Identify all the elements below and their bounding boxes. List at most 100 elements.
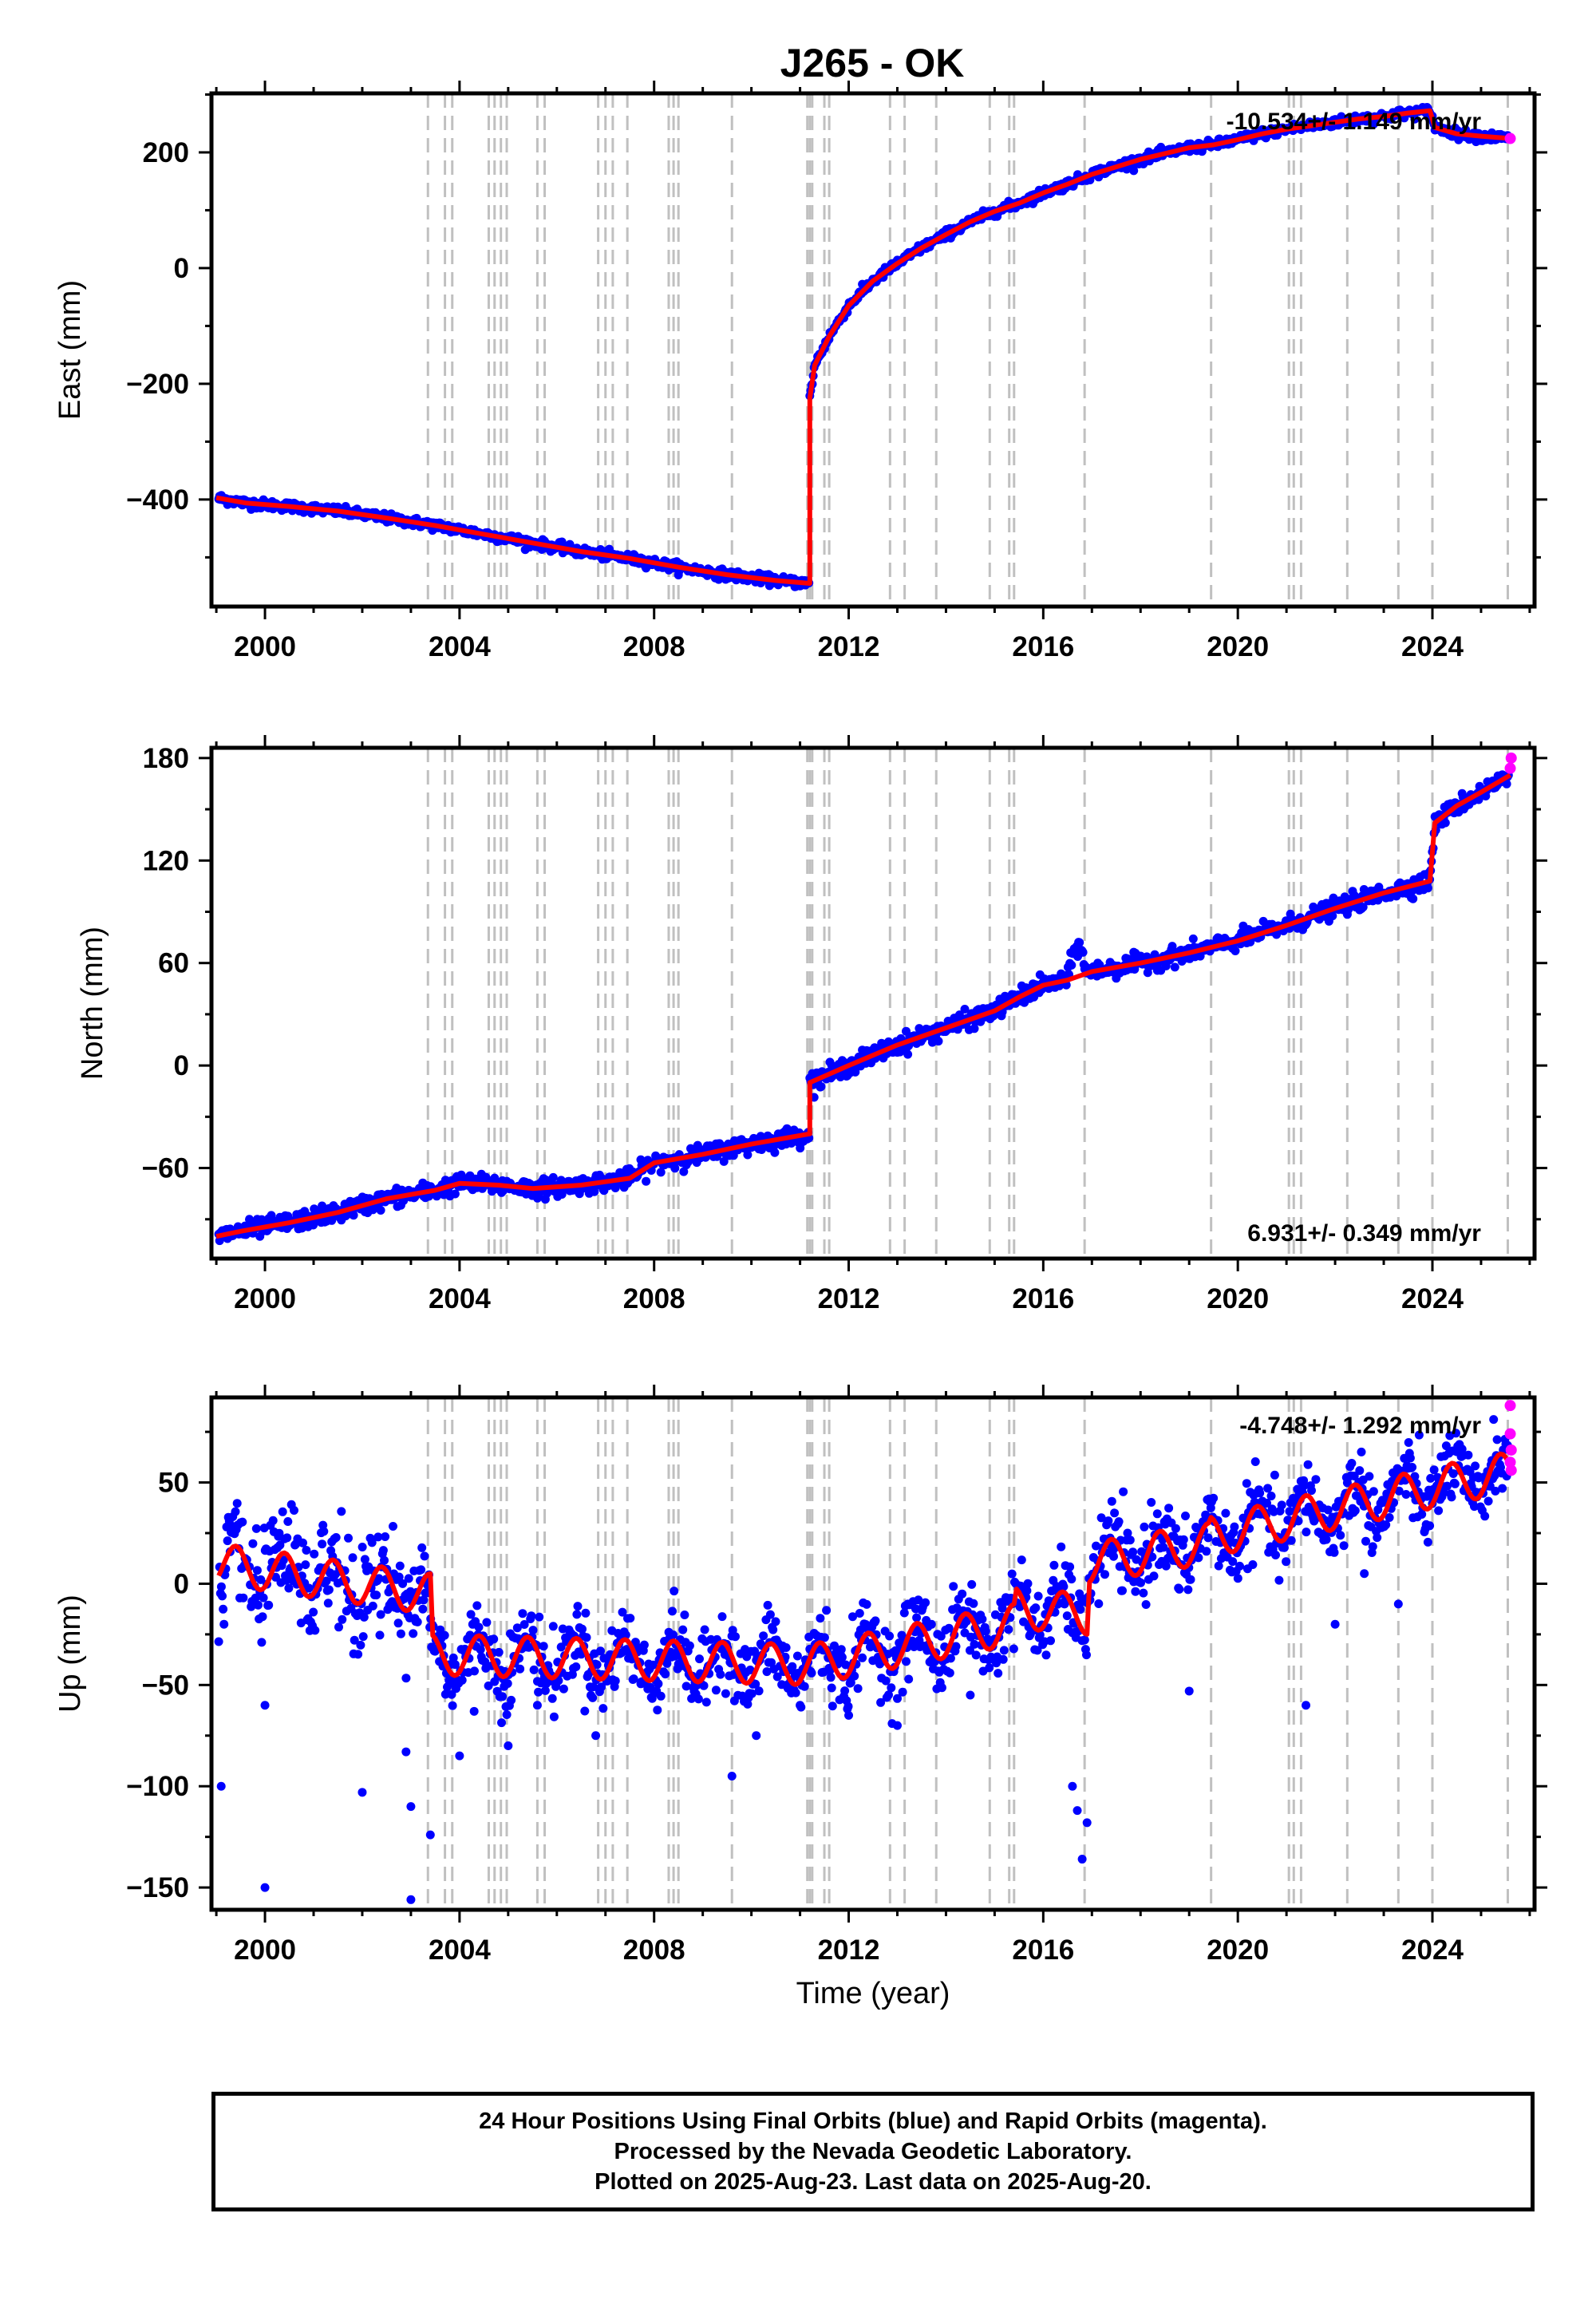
up-final-point-344 — [516, 1664, 525, 1674]
up-final-point-766 — [885, 1631, 895, 1641]
up-final-point-785 — [902, 1657, 911, 1666]
up-final-point-100 — [302, 1546, 311, 1555]
up-final-point-575 — [717, 1612, 727, 1622]
up-final-point-712 — [837, 1653, 847, 1662]
up-final-point-217 — [404, 1574, 413, 1583]
up-final-point-908 — [1009, 1644, 1018, 1654]
up-final-point-420 — [582, 1633, 591, 1642]
up-outlier-point-20 — [1073, 1806, 1082, 1816]
east-rapid-point-0 — [1504, 132, 1516, 144]
up-final-point-1128 — [1202, 1547, 1211, 1556]
up-final-point-1381 — [1423, 1537, 1432, 1547]
east-axes-frame — [209, 91, 1537, 609]
up-final-point-1314 — [1365, 1472, 1374, 1481]
up-final-point-27 — [238, 1517, 247, 1527]
north-final-point-1113 — [1188, 934, 1198, 943]
up-final-point-505 — [656, 1691, 666, 1701]
up-final-point-78 — [282, 1533, 292, 1543]
up-final-point-45 — [254, 1600, 263, 1610]
up-final-point-28 — [239, 1593, 248, 1603]
up-final-point-371 — [539, 1642, 548, 1651]
up-final-point-1166 — [1235, 1561, 1244, 1571]
up-final-point-99 — [301, 1560, 310, 1570]
up-final-point-21 — [232, 1499, 242, 1508]
up-final-point-208 — [396, 1629, 405, 1638]
up-final-point-1160 — [1230, 1522, 1239, 1531]
up-final-point-502 — [654, 1679, 663, 1689]
up-final-point-1110 — [1186, 1575, 1195, 1584]
east-panel: 2000 2004 2008 2012 2016 2020 2024 −400−200020… — [53, 81, 1547, 662]
east-x-tick-label-2004: 2004 — [429, 631, 491, 662]
up-final-point-984 — [1076, 1605, 1085, 1614]
up-final-point-188 — [378, 1546, 388, 1555]
up-final-point-0 — [214, 1637, 223, 1646]
up-final-point-1285 — [1339, 1541, 1349, 1551]
up-final-point-330 — [503, 1679, 512, 1688]
up-rapid-point-0 — [1504, 1400, 1516, 1412]
north-final-point-185 — [376, 1206, 385, 1215]
up-final-point-1460 — [1492, 1435, 1502, 1445]
up-final-point-258 — [440, 1630, 449, 1640]
north-final-point-488 — [642, 1176, 651, 1186]
up-final-point-1053 — [1136, 1578, 1145, 1587]
north-x-tick-label-2024: 2024 — [1401, 1283, 1464, 1314]
up-final-point-453 — [610, 1676, 620, 1686]
north-y-tick-label-3: 120 — [143, 845, 189, 876]
up-final-point-50 — [258, 1612, 267, 1622]
up-final-point-936 — [1033, 1591, 1043, 1601]
up-final-point-510 — [661, 1670, 670, 1679]
up-outlier-point-26 — [1360, 1569, 1369, 1579]
up-final-point-1150 — [1221, 1508, 1231, 1518]
up-final-point-324 — [498, 1692, 508, 1701]
up-final-point-1189 — [1255, 1488, 1265, 1498]
up-outlier-point-13 — [727, 1772, 737, 1781]
north-model-polyline — [215, 773, 1512, 1239]
up-final-point-1202 — [1266, 1492, 1276, 1500]
up-final-point-876 — [981, 1626, 990, 1636]
up-final-point-1356 — [1401, 1490, 1411, 1499]
up-final-point-950 — [1046, 1636, 1055, 1646]
up-final-point-687 — [816, 1614, 825, 1623]
up-final-point-80 — [284, 1583, 294, 1593]
up-final-point-890 — [994, 1669, 1003, 1678]
up-final-point-1361 — [1405, 1453, 1415, 1463]
up-rate-label: -4.748+/- 1.292 mm/yr — [1239, 1413, 1481, 1439]
up-final-point-719 — [843, 1701, 853, 1711]
up-final-point-109 — [310, 1549, 319, 1559]
up-final-point-176 — [368, 1601, 377, 1611]
up-x-tick-label-2004: 2004 — [429, 1935, 491, 1966]
up-final-point-6 — [219, 1619, 229, 1629]
up-final-point-872 — [978, 1614, 987, 1624]
up-final-point-120 — [319, 1527, 329, 1536]
north-final-point-521 — [670, 1164, 680, 1173]
up-final-point-902 — [1004, 1625, 1013, 1634]
up-x-tick-label-2016: 2016 — [1012, 1935, 1074, 1966]
up-rapid-point-1 — [1504, 1428, 1516, 1440]
up-x-tick-label-2020: 2020 — [1207, 1935, 1269, 1966]
up-final-point-661 — [792, 1651, 802, 1661]
up-axes-rect — [209, 1395, 1537, 1912]
east-x-tick-label-2024: 2024 — [1401, 631, 1464, 662]
up-final-point-1184 — [1250, 1457, 1260, 1466]
up-final-point-954 — [1049, 1560, 1059, 1570]
up-final-point-750 — [871, 1616, 880, 1626]
up-final-point-1466 — [1498, 1484, 1507, 1493]
up-final-point-1056 — [1139, 1588, 1148, 1598]
up-final-point-233 — [418, 1604, 428, 1614]
north-x-tick-label-2000: 2000 — [234, 1283, 296, 1314]
east-x-ticks: 2000 2004 2008 2012 2016 2020 2024 — [215, 81, 1531, 662]
up-final-point-39 — [248, 1539, 258, 1548]
up-final-point-648 — [781, 1643, 791, 1652]
up-final-point-1318 — [1368, 1542, 1377, 1551]
up-final-point-590 — [731, 1632, 740, 1642]
up-final-point-366 — [535, 1612, 544, 1622]
up-final-point-945 — [1041, 1650, 1051, 1660]
east-rate-label: -10.534+/- 1.149 mm/yr — [1227, 109, 1482, 135]
up-final-point-1057 — [1140, 1522, 1149, 1531]
up-final-point-125 — [323, 1599, 333, 1608]
up-final-point-538 — [685, 1641, 694, 1650]
up-panel: 2000 2004 2008 2012 2016 2020 2024 −150−100−50… — [53, 1385, 1547, 2010]
up-final-point-549 — [695, 1654, 704, 1664]
